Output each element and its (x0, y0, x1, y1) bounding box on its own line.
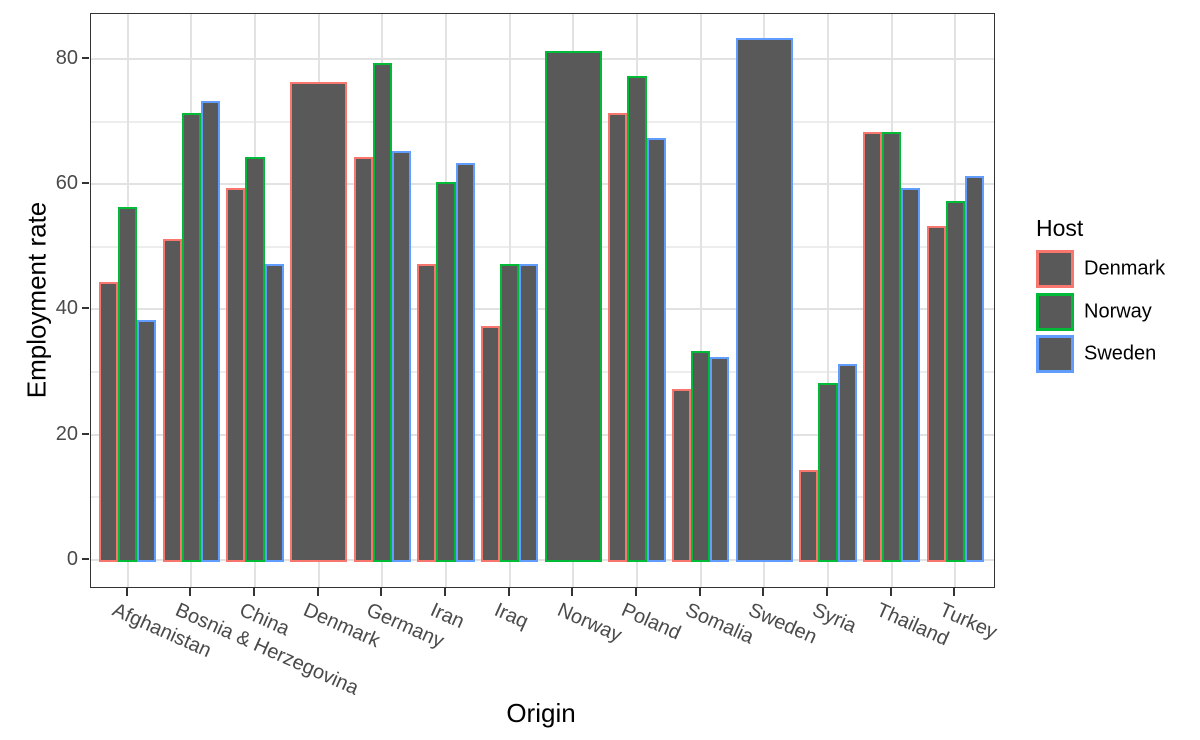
x-tick-label-poland: Poland (618, 599, 684, 645)
x-tick-label-somalia: Somalia (681, 599, 757, 649)
y-tick-mark-60 (82, 182, 89, 185)
x-tick-mark-denmark (316, 587, 319, 596)
legend-key-denmark (1036, 250, 1074, 288)
legend-label-sweden: Sweden (1084, 342, 1157, 365)
bar-iraq-denmark (481, 326, 501, 562)
plot-panel (90, 13, 995, 588)
bar-afghanistan-norway (118, 207, 138, 562)
x-axis-title: Origin (506, 698, 576, 728)
x-tick-label-thailand: Thailand (872, 599, 952, 651)
x-tick-label-iraq: Iraq (490, 599, 532, 634)
x-tick-mark-iraq (507, 587, 510, 596)
bar-denmark-denmark (290, 82, 348, 562)
gridline-minor-y70 (91, 120, 994, 123)
legend-title: Host (1036, 215, 1084, 241)
bar-syria-sweden (837, 363, 857, 562)
bar-thailand-norway (882, 132, 902, 562)
x-tick-mark-syria (825, 587, 828, 596)
bar-turkey-norway (945, 200, 965, 562)
bar-turkey-sweden (964, 175, 984, 562)
gridline-major-y0 (91, 558, 994, 561)
x-tick-mark-afghanistan (125, 587, 128, 596)
bar-iran-sweden (455, 163, 475, 562)
x-tick-mark-germany (380, 587, 383, 596)
x-tick-mark-turkey (953, 587, 956, 596)
gridline-minor-y30 (91, 371, 994, 373)
bar-syria-norway (818, 382, 838, 562)
bar-afghanistan-denmark (99, 282, 119, 562)
bar-norway-norway (544, 50, 602, 562)
bar-germany-denmark (353, 157, 373, 562)
bar-germany-sweden (391, 150, 411, 562)
y-tick-mark-0 (82, 557, 89, 560)
bar-germany-norway (372, 63, 392, 562)
gridline-major-y20 (91, 433, 994, 436)
legend-key-norway (1036, 292, 1074, 331)
bar-afghanistan-sweden (137, 319, 157, 562)
gridline-x-somalia (699, 14, 702, 587)
bar-iran-denmark (417, 263, 437, 562)
bar-china-denmark (226, 188, 246, 562)
x-tick-mark-thailand (889, 587, 892, 596)
x-tick-mark-iran (444, 587, 446, 596)
y-tick-label-20: 20 (55, 422, 78, 445)
bar-poland-denmark (608, 113, 628, 562)
legend-key-sweden (1036, 335, 1074, 373)
y-tick-label-0: 0 (66, 547, 78, 570)
bar-thailand-sweden (901, 188, 921, 562)
bar-iran-norway (436, 182, 456, 562)
legend-label-norway: Norway (1084, 300, 1152, 322)
bar-bosnia-herzegovina-norway (181, 113, 201, 562)
x-tick-mark-somalia (698, 587, 701, 596)
gridline-major-y40 (91, 308, 994, 311)
legend: Host Denmark Norway Sweden (1030, 205, 1200, 395)
bar-somalia-norway (691, 351, 711, 562)
bar-iraq-norway (500, 263, 520, 562)
bar-turkey-denmark (926, 226, 946, 562)
bar-somalia-denmark (671, 388, 692, 562)
y-tick-label-80: 80 (55, 47, 78, 69)
bar-somalia-sweden (710, 357, 730, 562)
bar-bosnia-herzegovina-sweden (200, 100, 220, 562)
bar-poland-norway (627, 75, 647, 562)
gridline-major-y60 (91, 183, 994, 186)
gridline-minor-y50 (91, 245, 994, 248)
bar-iraq-sweden (519, 263, 539, 562)
bar-china-sweden (264, 263, 284, 562)
y-tick-mark-80 (82, 57, 89, 59)
gridline-major-y80 (91, 58, 994, 60)
gridline-x-syria (826, 14, 829, 587)
x-tick-mark-norway (571, 587, 574, 596)
y-tick-label-40: 40 (55, 297, 78, 320)
x-tick-mark-sweden (762, 587, 765, 596)
bar-poland-sweden (646, 138, 666, 562)
bar-bosnia-herzegovina-denmark (162, 238, 182, 562)
bar-thailand-denmark (862, 132, 883, 562)
bar-china-norway (245, 157, 265, 562)
y-tick-label-60: 60 (55, 172, 78, 195)
y-tick-mark-20 (82, 432, 89, 435)
x-tick-label-norway: Norway (554, 599, 626, 647)
x-tick-mark-bosnia-herzegovina (189, 587, 192, 596)
y-tick-mark-40 (82, 307, 89, 310)
gridline-minor-y10 (91, 496, 994, 499)
x-tick-mark-china (253, 587, 256, 596)
bar-sweden-sweden (735, 38, 793, 562)
bar-syria-denmark (799, 470, 819, 562)
legend-label-denmark: Denmark (1084, 257, 1166, 280)
x-tick-label-sweden: Sweden (745, 599, 821, 649)
x-tick-mark-poland (634, 587, 637, 596)
